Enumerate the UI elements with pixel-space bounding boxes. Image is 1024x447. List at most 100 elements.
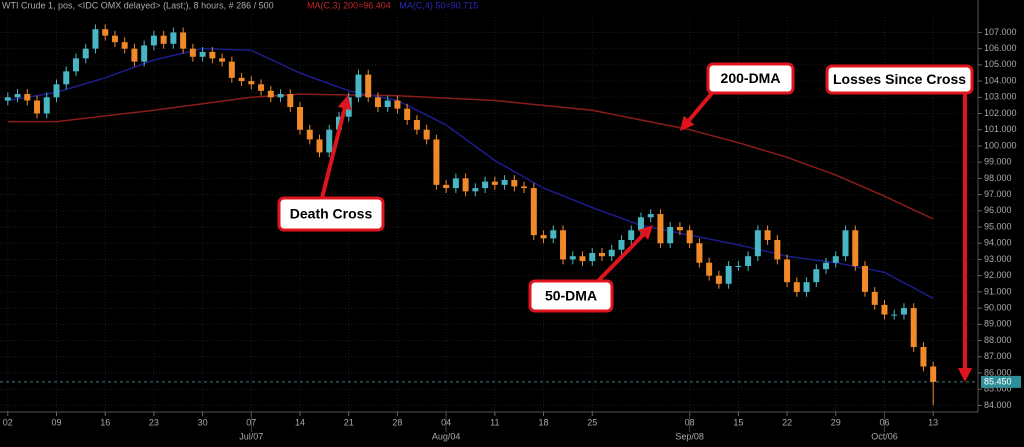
candle-body <box>608 249 615 257</box>
y-tick-label: 94.000 <box>984 238 1012 248</box>
candle-body <box>413 120 420 130</box>
candle-body <box>842 230 849 257</box>
annotation-box <box>825 64 974 95</box>
candle-body <box>121 42 128 49</box>
candle-body <box>374 97 381 108</box>
annotation-box <box>706 62 795 95</box>
y-tick-label: 106.000 <box>984 43 1017 53</box>
candle-body <box>735 265 742 267</box>
candle-body <box>189 48 196 57</box>
annotation-box <box>528 279 614 313</box>
candle-body <box>228 61 235 78</box>
annotation-text: Losses Since Cross <box>833 71 966 87</box>
candle-body <box>4 97 11 101</box>
candle-body <box>34 100 41 114</box>
month-label: Aug/04 <box>432 431 461 441</box>
candle-body <box>160 35 167 44</box>
candle-body <box>482 181 489 189</box>
indicator-label: MA(C,3) 200=96.404 <box>307 0 391 10</box>
candle-body <box>813 269 820 283</box>
candle-body <box>725 265 732 284</box>
x-tick-label: 16 <box>100 417 110 427</box>
candle-body <box>287 94 294 108</box>
y-tick-label: 84.000 <box>984 400 1012 410</box>
y-tick-label: 99.000 <box>984 157 1012 167</box>
candle-body <box>774 240 781 260</box>
candle-body <box>404 108 411 120</box>
candle-body <box>900 308 907 315</box>
candle-body <box>676 227 683 231</box>
y-tick-label: 92.000 <box>984 270 1012 280</box>
x-tick-label: 28 <box>392 417 402 427</box>
annotation-text: 50-DMA <box>545 288 597 304</box>
candle-body <box>82 48 89 59</box>
candle-body <box>219 58 226 62</box>
candle-body <box>433 139 440 185</box>
y-tick-label: 104.000 <box>984 75 1017 85</box>
y-tick-label: 98.000 <box>984 173 1012 183</box>
candle-body <box>43 97 50 114</box>
candle-body <box>530 188 537 236</box>
y-tick-label: 102.000 <box>984 108 1017 118</box>
candle-body <box>784 259 791 283</box>
last-price-label: 85.450 <box>984 376 1012 386</box>
month-label: Sep/08 <box>675 431 704 441</box>
x-tick-label: 30 <box>198 417 208 427</box>
candle-body <box>667 227 674 244</box>
month-label: Oct/06 <box>871 431 898 441</box>
candle-body <box>832 256 839 263</box>
y-tick-label: 91.000 <box>984 286 1012 296</box>
candle-body <box>24 94 31 101</box>
candle-body <box>754 230 761 257</box>
candle-body <box>745 256 752 266</box>
candle-body <box>491 181 498 185</box>
x-tick-label: 13 <box>928 417 938 427</box>
candle-body <box>63 71 70 85</box>
annotation-arrowhead <box>337 95 352 111</box>
candle-body <box>170 32 177 44</box>
candle-body <box>540 235 547 239</box>
candle-body <box>715 275 722 284</box>
x-tick-label: 11 <box>490 417 499 427</box>
annotation-text: 200-DMA <box>721 70 781 86</box>
candle-body <box>355 74 362 98</box>
candle-body <box>618 240 625 250</box>
candle-body <box>53 84 60 98</box>
candle-body <box>550 230 557 239</box>
y-tick-label: 97.000 <box>984 189 1012 199</box>
x-tick-label: 14 <box>295 417 305 427</box>
candle-body <box>628 230 635 240</box>
candle-body <box>657 214 664 244</box>
candle-body <box>423 129 430 140</box>
candle-body <box>258 84 265 91</box>
candle-body <box>579 256 586 262</box>
candle-body <box>316 139 323 153</box>
y-tick-label: 93.000 <box>984 254 1012 264</box>
x-tick-label: 21 <box>344 417 354 427</box>
x-tick-label: 29 <box>831 417 841 427</box>
candle-body <box>238 77 245 82</box>
candle-body <box>511 180 518 187</box>
candle-body <box>501 180 508 185</box>
candle-body <box>823 262 830 270</box>
y-tick-label: 96.000 <box>984 205 1012 215</box>
annotation-box <box>277 196 385 232</box>
last-price-tag <box>981 375 1021 388</box>
annotation-arrow <box>687 91 714 122</box>
candle-body <box>910 308 917 348</box>
month-label: Jul/07 <box>239 431 263 441</box>
candle-body <box>180 32 187 49</box>
chart-title: WTI Crude 1, pos, <IDC OMX delayed> (Las… <box>2 0 274 10</box>
y-tick-label: 87.000 <box>984 351 1012 361</box>
candle-body <box>862 265 869 292</box>
annotation-arrowhead <box>638 225 653 240</box>
y-tick-label: 89.000 <box>984 319 1012 329</box>
annotation-arrow <box>596 233 645 283</box>
annotation-arrow <box>320 108 347 199</box>
candle-body <box>881 304 888 315</box>
y-tick-label: 85.000 <box>984 384 1012 394</box>
candle-body <box>131 48 138 62</box>
candle-body <box>569 256 576 260</box>
